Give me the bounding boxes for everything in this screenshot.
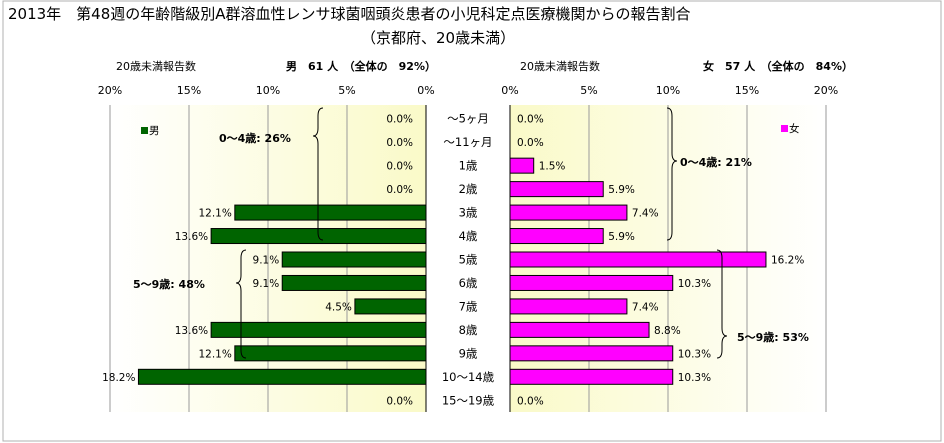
category-label: 5歳 (459, 253, 478, 267)
legend-swatch-male (141, 127, 148, 134)
male-bracket-0-4-label: 0～4歳: 26% (219, 131, 291, 145)
right-header: 女 57 人 （全体の 84%） (703, 59, 853, 73)
male-data-label: 0.0% (386, 184, 413, 196)
male-bar (234, 345, 427, 362)
male-bar (354, 298, 427, 315)
chart-title: 2013年 第48週の年齢階級別A群溶血性レンサ球菌咽頭炎患者の小児科定点医療機… (8, 5, 691, 23)
female-data-label: 0.0% (517, 395, 544, 407)
male-data-label: 12.1% (198, 208, 231, 220)
female-data-label: 8.8% (654, 325, 681, 337)
male-bar (210, 321, 427, 338)
female-data-label: 10.3% (678, 278, 711, 290)
male-bar (234, 204, 427, 221)
female-bars (509, 157, 767, 385)
female-bar (509, 321, 650, 338)
female-bar (509, 181, 604, 198)
male-data-label: 0.0% (386, 161, 413, 173)
female-bar (509, 345, 674, 362)
chart-subtitle: （京都府、20歳未満） (361, 29, 515, 47)
right-tick-label: 0% (501, 84, 518, 97)
legend-label-female: 女 (789, 122, 800, 135)
category-label: 9歳 (459, 346, 478, 360)
legend-label-male: 男 (149, 125, 160, 137)
female-data-labels: 0.0% 0.0% 1.5% 5.9% 7.4% 5.9% 16.2% 10.3% 7.4% 8.… (517, 114, 804, 408)
left-tick-labels: 20% 15% 10% 5% 0% (98, 84, 435, 97)
male-data-label: 12.1% (198, 348, 231, 360)
left-tick-label: 15% (177, 84, 201, 97)
category-label: 10～14歳 (442, 370, 495, 384)
left-tick-label: 5% (338, 84, 355, 97)
right-count-label: 20歳未満報告数 (520, 60, 600, 73)
left-count-label: 20歳未満報告数 (116, 60, 196, 73)
female-bar (509, 228, 604, 245)
left-tick-label: 10% (256, 84, 280, 97)
male-bracket-5-9-label: 5～9歳: 48% (133, 277, 205, 291)
category-label: 15～19歳 (442, 393, 495, 407)
female-data-label: 5.9% (608, 184, 635, 196)
female-bar (509, 251, 767, 268)
female-data-label: 0.0% (517, 137, 544, 149)
female-data-label: 10.3% (678, 348, 711, 360)
male-data-label: 4.5% (325, 301, 352, 313)
male-data-label: 18.2% (102, 372, 135, 384)
category-label: ～5ヶ月 (447, 112, 489, 126)
female-bracket-5-9 (716, 249, 728, 359)
female-bracket-5-9-label: 5～9歳: 53% (737, 330, 809, 344)
legend-swatch-female (781, 125, 788, 132)
female-bar (509, 204, 628, 221)
category-label: 7歳 (459, 299, 478, 313)
male-data-label: 0.0% (386, 395, 413, 407)
male-data-label: 13.6% (175, 325, 208, 337)
category-label: 3歳 (459, 206, 478, 220)
female-data-label: 1.5% (539, 161, 566, 173)
male-bars (137, 204, 427, 385)
female-data-label: 7.4% (632, 301, 659, 313)
left-tick-label: 0% (417, 84, 434, 97)
male-bracket-0-4 (312, 107, 324, 241)
female-bracket-0-4 (666, 107, 678, 241)
female-bar (509, 298, 628, 315)
category-label: 8歳 (459, 323, 478, 337)
male-data-label: 0.0% (386, 114, 413, 126)
female-bracket-0-4-label: 0～4歳: 21% (680, 155, 752, 169)
female-data-label: 5.9% (608, 231, 635, 243)
male-bar (137, 368, 427, 385)
female-bar (509, 368, 674, 385)
female-data-label: 16.2% (771, 255, 804, 267)
female-bar (509, 157, 535, 174)
male-data-label: 9.1% (253, 255, 280, 267)
category-label: 2歳 (459, 182, 478, 196)
female-bar (509, 274, 674, 291)
left-tick-label: 20% (98, 84, 122, 97)
right-tick-label: 10% (656, 84, 680, 97)
right-tick-label: 15% (735, 84, 759, 97)
male-bracket-5-9 (235, 249, 247, 359)
male-bar (281, 251, 427, 268)
category-label: 6歳 (459, 276, 478, 290)
male-data-label: 13.6% (175, 231, 208, 243)
category-label: 1歳 (459, 159, 478, 173)
male-data-label: 9.1% (253, 278, 280, 290)
female-data-label: 0.0% (517, 114, 544, 126)
right-tick-labels: 0% 5% 10% 15% 20% (501, 84, 838, 97)
right-tick-label: 20% (814, 84, 838, 97)
left-header: 男 61 人 （全体の 92%） (286, 59, 436, 73)
female-data-label: 10.3% (678, 372, 711, 384)
male-bar (281, 274, 427, 291)
female-data-label: 7.4% (632, 208, 659, 220)
right-tick-label: 5% (580, 84, 597, 97)
male-data-labels: 0.0% 0.0% 0.0% 0.0% 12.1% 13.6% 9.1% 9.1% 4.5% 13… (102, 114, 413, 408)
category-label: ～11ヶ月 (443, 135, 492, 149)
category-labels: ～5ヶ月 ～11ヶ月 1歳 2歳 3歳 4歳 5歳 6歳 7歳 8歳 9歳 10～14歳 15～19歳 (442, 112, 495, 408)
male-data-label: 0.0% (386, 137, 413, 149)
category-label: 4歳 (459, 229, 478, 243)
